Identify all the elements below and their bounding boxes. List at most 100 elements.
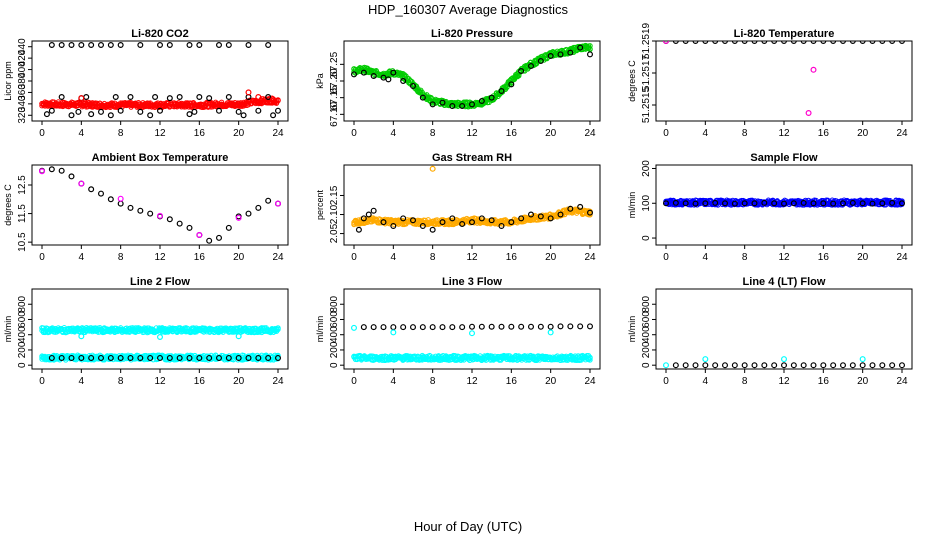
data-point [88,354,95,361]
data-point [429,101,436,108]
figure-xlabel: Hour of Day (UTC) [414,519,522,534]
data-point [225,354,232,361]
y-tick-label: 67.15 [329,85,340,110]
y-tick-label: 100 [641,194,652,211]
data-point [196,354,203,361]
y-tick-label: 200 [641,160,652,177]
data-point [206,95,213,102]
data-point [889,362,896,369]
data-point [498,323,505,330]
y-tick-label: 67.25 [329,51,340,76]
data-point [275,107,282,114]
data-point [107,196,114,203]
data-point [390,222,397,229]
data-point [498,222,505,229]
x-tick-label: 8 [118,252,124,263]
data-point [879,41,886,44]
y-tick-label: 12.5 [17,175,28,195]
x-tick-label: 20 [233,252,245,263]
data-point [255,354,262,361]
data-point [58,167,65,174]
data-point [508,219,515,226]
x-tick-label: 8 [742,376,748,387]
data-point [702,200,709,207]
x-tick-label: 16 [194,376,206,387]
y-axis-label: ml/min [315,316,325,343]
data-point [390,329,397,336]
data-point [390,69,397,76]
data-point [400,77,407,84]
x-tick-label: 20 [233,128,245,139]
x-tick-label: 8 [430,128,436,139]
data-point [761,41,768,44]
data-point [78,333,85,340]
data-point [97,41,104,48]
data-point [721,200,728,207]
x-tick-label: 20 [857,252,869,263]
data-point [370,324,377,331]
data-point [48,354,55,361]
data-point [137,354,144,361]
data-point [196,232,203,239]
chart-panel: Li-820 CO2 0 4 8 12 16 20 24 3203403603804004204… [3,28,289,139]
x-tick-label: 12 [154,252,166,263]
data-point [68,112,75,119]
x-tick-label: 16 [506,376,518,387]
data-point [712,41,719,44]
data-point [859,200,866,207]
y-tick-label: 600 [641,311,652,328]
data-point [459,102,466,109]
data-point [83,93,90,100]
data-point [751,362,758,369]
chart-title: Gas Stream RH [432,152,512,164]
data-point [478,323,485,330]
data-point [682,200,689,207]
data-point [889,41,896,44]
data-point [58,354,65,361]
data-point [722,41,728,44]
data-point [898,362,905,369]
data-point [196,41,203,48]
y-tick-label: 67.20 [329,68,340,93]
data-point [410,82,417,89]
data-point [265,354,272,361]
plot-area [662,197,905,208]
data-point [147,354,154,361]
data-point [586,323,593,330]
data-point [488,217,495,224]
x-tick-label: 16 [818,252,830,263]
data-point [48,107,55,114]
data-point [255,204,262,211]
chart-title: Sample Flow [750,152,818,164]
y-tick-label: 360 [17,84,28,101]
x-tick-label: 4 [391,376,397,387]
data-point [68,41,75,48]
data-point [790,362,797,369]
data-point [537,323,544,330]
data-point [78,41,85,48]
data-point [577,203,584,210]
data-point [196,93,203,100]
y-tick-label: 200 [641,341,652,358]
data-point [849,199,856,206]
data-point [43,111,50,118]
data-point [370,72,377,79]
data-point [157,212,164,219]
data-point [810,41,817,44]
data-point [567,49,574,56]
data-point [498,87,505,94]
data-point [839,362,846,369]
data-point [577,323,584,330]
data-point [157,107,164,114]
data-point [419,324,426,331]
data-point [449,215,456,222]
data-point [751,200,758,207]
data-point [58,93,65,100]
data-point [429,324,436,331]
y-tick-label: 0 [641,362,652,368]
x-tick-label: 0 [351,252,357,263]
data-point [410,324,417,331]
data-point [152,93,159,100]
data-point [107,112,114,119]
